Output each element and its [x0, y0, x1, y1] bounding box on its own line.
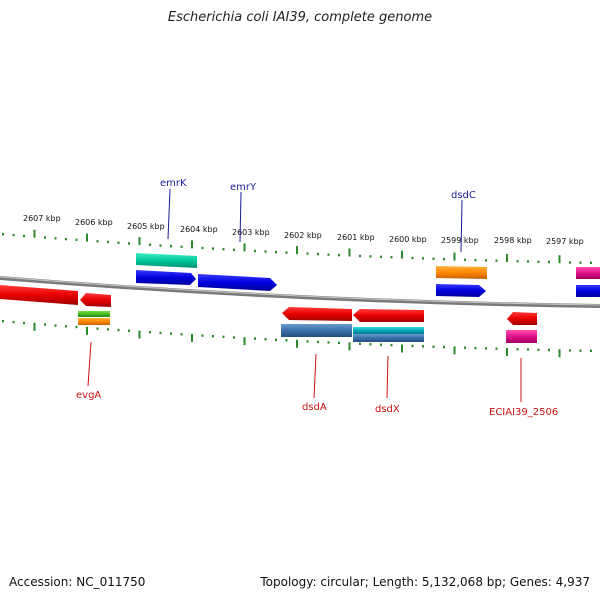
ruler-label: 2600 kbp	[389, 235, 427, 244]
gene-ECIAI39_2506-feature[interactable]	[506, 330, 537, 343]
gene-evgA-lime[interactable]	[78, 311, 110, 317]
accession-text: Accession: NC_011750	[9, 575, 146, 589]
gene-labels: emrK emrY dsdC evgA dsdA dsdX ECIAI39_25…	[76, 178, 558, 418]
ruler-label: 2607 kbp	[23, 214, 61, 223]
gene-emrK-forward[interactable]	[136, 253, 197, 268]
gene-label-dsdC[interactable]: dsdC	[451, 190, 476, 201]
gene-dsdA-feature[interactable]	[281, 324, 352, 337]
ruler-label: 2597 kbp	[546, 237, 584, 246]
ruler-label: 2601 kbp	[337, 233, 375, 242]
gene-ECIAI39_2506-cds[interactable]	[507, 312, 537, 325]
gene-dsdX-cds[interactable]	[353, 309, 424, 322]
gene-right-edge-magenta[interactable]	[576, 267, 600, 279]
gene-label-evgA[interactable]: evgA	[76, 390, 101, 401]
ruler-label: 2599 kbp	[441, 236, 479, 245]
label-leaders	[87, 188, 522, 402]
ruler-label: 2604 kbp	[180, 225, 218, 234]
gene-left-edge-red[interactable]	[0, 285, 78, 305]
gene-dsdX-feature-lower[interactable]	[353, 334, 424, 342]
gene-label-ECIAI39_2506[interactable]: ECIAI39_2506	[489, 407, 558, 418]
gene-dsdC-regulator[interactable]	[436, 266, 487, 279]
ruler-label: 2606 kbp	[75, 218, 113, 227]
ruler-label: 2598 kbp	[494, 236, 532, 245]
gene-dsdC-cds[interactable]	[436, 284, 486, 297]
gene-right-edge-blue[interactable]	[576, 285, 600, 297]
gene-dsdA-cds[interactable]	[282, 307, 352, 321]
ruler-label: 2605 kbp	[127, 222, 165, 231]
gene-emrK-cds[interactable]	[136, 270, 196, 285]
ruler-label: 2603 kbp	[232, 228, 270, 237]
genome-backbone-highlight	[0, 276, 600, 306]
gene-label-emrY[interactable]: emrY	[230, 182, 257, 193]
gene-evgA-cds[interactable]	[80, 293, 111, 307]
ruler-label: 2602 kbp	[284, 231, 322, 240]
gene-emrY-cds[interactable]	[198, 274, 277, 291]
gene-label-dsdX[interactable]: dsdX	[375, 404, 400, 415]
genome-backbone	[0, 276, 600, 308]
gene-evgA-orange[interactable]	[78, 318, 110, 325]
gene-label-dsdA[interactable]: dsdA	[302, 402, 327, 413]
genome-stats: Topology: circular; Length: 5,132,068 bp…	[260, 575, 590, 589]
forward-features	[136, 253, 600, 297]
ruler-ticks-bottom	[2, 320, 592, 358]
reverse-features	[0, 285, 537, 343]
ruler-labels: 2607 kbp 2606 kbp 2605 kbp 2604 kbp 2603…	[23, 214, 584, 246]
gene-label-emrK[interactable]: emrK	[160, 178, 187, 189]
genome-title: Escherichia coli IAI39, complete genome	[167, 10, 433, 25]
ruler-ticks-top	[2, 229, 592, 264]
gene-dsdX-feature[interactable]	[353, 327, 424, 334]
